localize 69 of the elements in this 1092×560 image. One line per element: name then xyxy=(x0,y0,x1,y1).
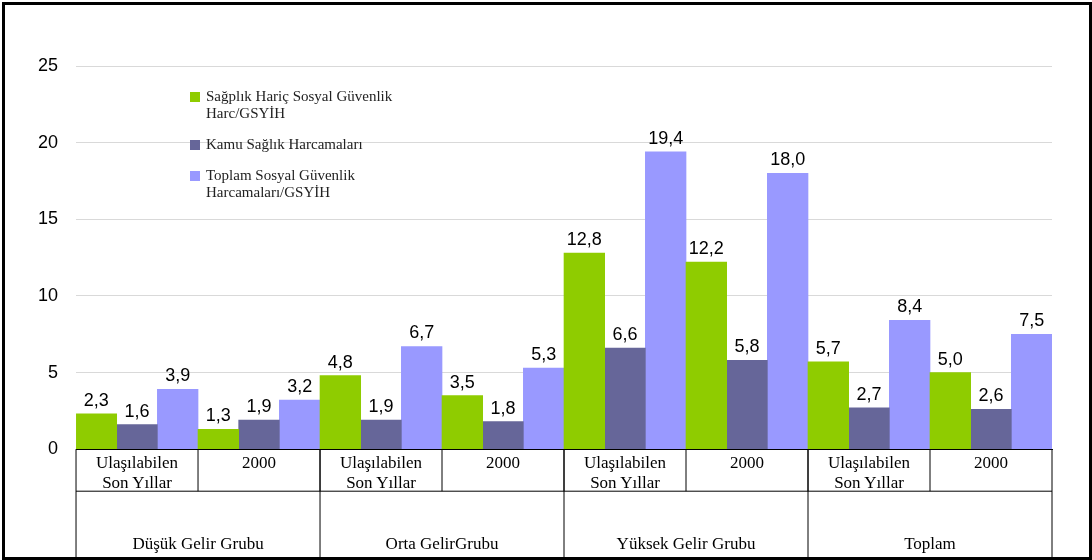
bar xyxy=(401,346,443,450)
data-label: 1,9 xyxy=(246,396,272,417)
data-label: 8,4 xyxy=(897,296,923,317)
data-label: 4,8 xyxy=(327,351,353,372)
data-label: 2,3 xyxy=(83,389,109,410)
y-tick-label: 5 xyxy=(48,361,59,382)
x-tick-label: Ulaşılabilen Son Yıllar xyxy=(339,452,423,493)
data-label: 1,9 xyxy=(368,396,394,417)
bar xyxy=(970,409,1012,450)
text: Yüksek Gelir Grubu xyxy=(616,534,756,554)
data-label: 5,8 xyxy=(734,336,760,357)
text: Orta GelirGrubu xyxy=(385,534,499,554)
text: Toplam xyxy=(904,534,956,554)
y-tick-label: 10 xyxy=(37,284,59,305)
data-label: 3,5 xyxy=(449,371,475,392)
bar xyxy=(157,389,199,450)
y-tick-label: 0 xyxy=(48,438,59,459)
data-label: 18,0 xyxy=(770,149,806,170)
bar xyxy=(319,375,362,450)
bar xyxy=(238,419,280,450)
bar xyxy=(848,407,890,450)
bar xyxy=(645,151,687,450)
x-tick-label: 2000 xyxy=(486,452,521,472)
x-tick-label: 2000 xyxy=(242,452,277,472)
x-tick-label: 2000 xyxy=(730,452,765,472)
bar xyxy=(767,172,809,450)
data-label: 6,7 xyxy=(409,322,435,343)
bar xyxy=(523,367,565,450)
data-label: 3,9 xyxy=(165,365,191,386)
data-label: 1,6 xyxy=(124,400,150,421)
text: Düşük Gelir Grubu xyxy=(132,534,265,554)
legend-label: Sağplık Hariç Sosyal Güvenlik Harc/GSYİH xyxy=(206,88,394,122)
data-label: 19,4 xyxy=(648,127,684,148)
bar xyxy=(726,359,768,450)
data-label: 5,0 xyxy=(937,348,963,369)
data-label: 1,8 xyxy=(490,397,516,418)
data-label: 2,6 xyxy=(978,385,1004,406)
bar xyxy=(76,413,118,450)
data-label: 3,2 xyxy=(287,376,313,397)
data-label: 1,3 xyxy=(205,405,231,426)
legend-label: Kamu Sağlık Harcamaları xyxy=(206,136,363,153)
bar xyxy=(197,428,240,450)
data-label: 5,7 xyxy=(815,337,841,358)
data-label: 7,5 xyxy=(1019,310,1045,331)
y-tick-label: 25 xyxy=(37,54,59,75)
bar xyxy=(360,419,402,450)
data-label: 2,7 xyxy=(856,383,882,404)
y-tick-label: 20 xyxy=(37,131,59,152)
bar xyxy=(889,320,931,450)
bar xyxy=(482,421,524,450)
x-tick-label: Ulaşılabilen Son Yıllar xyxy=(583,452,667,493)
x-tick-label: Ulaşılabilen Son Yıllar xyxy=(95,452,179,493)
bar xyxy=(1011,333,1052,450)
data-label: 12,8 xyxy=(566,228,602,249)
bar xyxy=(116,424,158,450)
bar xyxy=(441,395,484,450)
y-tick-label: 15 xyxy=(37,208,59,229)
legend-label: Toplam Sosyal Güvenlik Harcamaları/GSYİH xyxy=(206,167,356,201)
bar xyxy=(685,261,727,450)
x-tick-label: Ulaşılabilen Son Yıllar xyxy=(827,452,911,493)
data-label: 5,3 xyxy=(531,343,557,364)
bar xyxy=(279,399,321,450)
data-label: 6,6 xyxy=(612,324,638,344)
bar xyxy=(604,347,646,450)
x-tick-label: 2000 xyxy=(974,452,1008,472)
bar xyxy=(563,252,606,450)
bar xyxy=(929,372,971,450)
data-label: 12,2 xyxy=(688,238,724,259)
bar xyxy=(807,361,849,450)
